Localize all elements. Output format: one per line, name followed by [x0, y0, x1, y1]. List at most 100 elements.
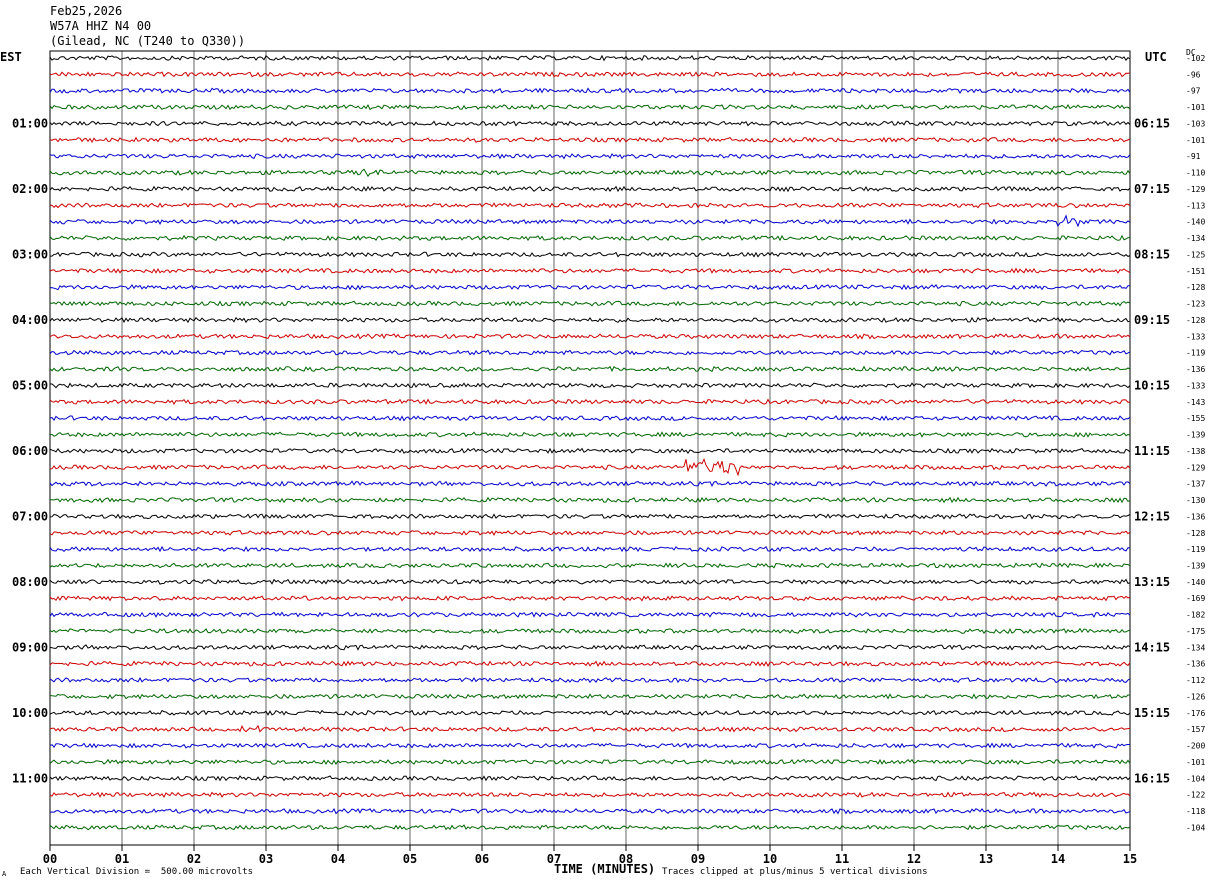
trace-line [49, 693, 1131, 700]
x-tick-label: 07 [547, 852, 561, 866]
trace-line [49, 316, 1131, 324]
left-hour-label: 02:00 [12, 182, 48, 196]
right-hour-label: 16:15 [1134, 771, 1170, 785]
right-hour-label: 13:15 [1134, 575, 1170, 589]
x-tick-label: 14 [1051, 852, 1065, 866]
right-hour-label: 10:15 [1134, 378, 1170, 392]
dc-offset-label: -119 [1186, 349, 1205, 358]
dc-offset-label: -130 [1186, 496, 1205, 505]
trace-line [49, 807, 1131, 815]
left-hour-label: 09:00 [12, 640, 48, 654]
trace-line [49, 300, 1131, 307]
dc-offset-label: -91 [1186, 152, 1201, 161]
x-tick-label: 05 [403, 852, 417, 866]
scale-note: Each Vertical Division = 500.00 microvol… [20, 867, 253, 877]
dc-offset-label: -123 [1186, 300, 1205, 309]
dc-offset-label: -151 [1186, 267, 1205, 276]
right-hour-label: 11:15 [1134, 444, 1170, 458]
trace-line [49, 775, 1131, 782]
trace-line [49, 644, 1131, 651]
dc-offset-label: -176 [1186, 709, 1205, 718]
left-hour-label: 04:00 [12, 313, 48, 327]
dc-offset-label: -128 [1186, 529, 1205, 538]
left-timezone-label: EST [0, 50, 22, 64]
trace-line [49, 168, 1131, 178]
trace-line [49, 791, 1131, 799]
dc-offset-label: -103 [1186, 119, 1205, 128]
dc-offset-label: -157 [1186, 725, 1205, 734]
x-axis-title: TIME (MINUTES) [554, 862, 656, 876]
corner-mark: A [2, 870, 7, 878]
dc-offset-label: -175 [1186, 627, 1205, 636]
trace-line [49, 824, 1131, 831]
trace-line [49, 120, 1131, 127]
right-hour-label: 06:15 [1134, 116, 1170, 130]
trace-line [49, 660, 1131, 668]
trace-line [49, 284, 1130, 291]
trace-line [49, 496, 1131, 504]
trace-line [49, 758, 1131, 766]
x-tick-label: 02 [187, 852, 201, 866]
x-tick-label: 03 [259, 852, 273, 866]
x-tick-label: 08 [619, 852, 633, 866]
dc-offset-label: -182 [1186, 611, 1205, 620]
right-hour-label: 14:15 [1134, 640, 1170, 654]
dc-offset-label: -126 [1186, 692, 1205, 701]
dc-offset-label: -113 [1186, 201, 1205, 210]
x-tick-label: 12 [907, 852, 921, 866]
dc-offset-label: -97 [1186, 87, 1201, 96]
trace-line [49, 480, 1131, 488]
dc-offset-label: -101 [1186, 758, 1205, 767]
location-label: (Gilead, NC (T240 to Q330)) [50, 34, 246, 48]
trace-line [49, 398, 1131, 405]
dc-offset-label: -138 [1186, 447, 1205, 456]
dc-offset-label: -134 [1186, 234, 1205, 243]
trace-line [49, 202, 1131, 209]
trace-line [49, 267, 1131, 274]
trace-line [49, 136, 1131, 144]
x-tick-label: 09 [691, 852, 705, 866]
dc-offset-label: -119 [1186, 545, 1205, 554]
plot-frame [49, 50, 1131, 846]
trace-line [49, 513, 1131, 520]
left-hour-label: 11:00 [12, 771, 48, 785]
clip-note: Traces clipped at plus/minus 5 vertical … [662, 867, 928, 877]
x-tick-label: 13 [979, 852, 993, 866]
trace-line [49, 415, 1131, 422]
right-timezone-label: UTC [1145, 50, 1167, 64]
right-hour-label: 07:15 [1134, 182, 1170, 196]
right-hour-label: 15:15 [1134, 706, 1170, 720]
x-tick-label: 00 [43, 852, 57, 866]
trace-line [49, 87, 1131, 94]
dc-offset-label: -110 [1186, 169, 1205, 178]
trace-line [49, 234, 1131, 242]
dc-offset-label: -128 [1186, 283, 1205, 292]
left-hour-label: 06:00 [12, 444, 48, 458]
dc-offset-label: -200 [1186, 742, 1205, 751]
left-hour-label: 05:00 [12, 378, 48, 392]
x-tick-label: 11 [835, 852, 849, 866]
trace-line [49, 595, 1131, 602]
dc-offset-label: -140 [1186, 578, 1205, 587]
trace-line [49, 457, 1131, 477]
dc-offset-label: -128 [1186, 316, 1205, 325]
trace-line [49, 562, 1131, 569]
left-hour-label: 08:00 [12, 575, 48, 589]
dc-offset-label: -104 [1186, 823, 1205, 832]
dc-offset-label: -125 [1186, 250, 1205, 259]
trace-line [49, 71, 1131, 78]
dc-offset-label: -169 [1186, 594, 1205, 603]
trace-line [49, 724, 1131, 733]
dc-offset-label: -139 [1186, 562, 1205, 571]
dc-offset-label: -136 [1186, 365, 1205, 374]
right-hour-label: 12:15 [1134, 509, 1170, 523]
station-label: W57A HHZ N4 00 [50, 19, 152, 33]
dc-offset-label: -134 [1186, 643, 1205, 652]
right-hour-label: 08:15 [1134, 247, 1170, 261]
dc-offset-label: -140 [1186, 218, 1205, 227]
trace-line [49, 627, 1131, 634]
trace-line [49, 529, 1131, 536]
dc-offset-label: -102 [1186, 54, 1205, 63]
dc-offset-label: -101 [1186, 103, 1205, 112]
dc-offset-label: -133 [1186, 332, 1205, 341]
